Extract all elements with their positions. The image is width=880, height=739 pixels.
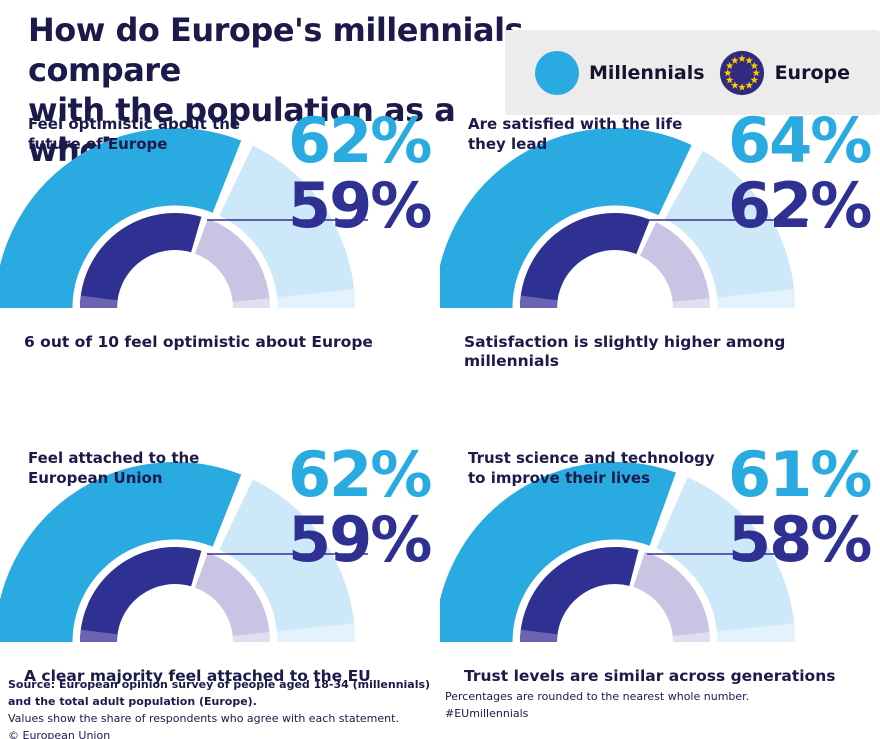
panel-3-question: Feel attached to the European Union: [28, 449, 200, 487]
panel-4-europe-value: 58%: [728, 502, 872, 576]
gauge-panel-1: Feel optimistic about the future of Euro…: [0, 96, 440, 351]
legend-item-europe: Europe: [719, 50, 850, 96]
eu-flag-icon: [719, 50, 764, 95]
footer-source-line2: Values show the share of respondents who…: [8, 712, 399, 726]
panel-3-values: 62% 59%: [288, 438, 432, 576]
panel-3-caption: A clear majority feel attached to the EU: [24, 666, 371, 685]
panel-1-gauge: [0, 128, 368, 310]
panel-1-millennials-value: 62%: [288, 104, 432, 177]
gauge-panel-2: Are satisfied with the life they lead 64…: [440, 96, 880, 370]
panel-1-question: Feel optimistic about the future of Euro…: [28, 115, 241, 153]
panel-3-millennials-value: 62%: [288, 438, 432, 511]
panel-2-question: Are satisfied with the life they lead: [468, 115, 683, 153]
footer-source: Source: European opinion survey of peopl…: [8, 676, 433, 739]
legend-label-europe: Europe: [774, 61, 850, 84]
footer-note: Percentages are rounded to the nearest w…: [445, 688, 870, 722]
panel-2-values: 64% 62%: [728, 104, 872, 242]
panel-4-millennials-value: 61%: [728, 438, 872, 511]
millennials-dot-icon: [535, 50, 580, 95]
panel-2-gauge: [440, 128, 808, 310]
panel-4-gauge: [440, 462, 808, 644]
gauge-panel-4: Trust science and technology to improve …: [440, 430, 880, 685]
panel-3-gauge: [0, 462, 368, 644]
panel-2-europe-value: 62%: [728, 168, 872, 242]
panel-4-caption: Trust levels are similar across generati…: [464, 666, 836, 685]
legend-item-millennials: Millennials: [535, 50, 705, 95]
panel-1-values: 62% 59%: [288, 104, 432, 242]
footer-note-line2: #EUmillennials: [445, 707, 529, 721]
panel-4-question: Trust science and technology to improve …: [468, 449, 715, 487]
gauge-panel-3: Feel attached to the European Union 62% …: [0, 430, 440, 685]
footer-source-line1: Source: European opinion survey of peopl…: [8, 678, 431, 709]
panel-2-caption: Satisfaction is slightly higher among mi…: [464, 332, 786, 370]
panel-2-millennials-value: 64%: [728, 104, 872, 177]
legend: Millennials Europe: [505, 30, 880, 115]
footer-source-line3: © European Union: [8, 729, 111, 739]
panel-1-caption: 6 out of 10 feel optimistic about Europe: [24, 332, 373, 351]
panel-1-europe-value: 59%: [288, 168, 432, 242]
panel-3-europe-value: 59%: [288, 502, 432, 576]
panel-4-values: 61% 58%: [728, 438, 872, 576]
page-title-line1: How do Europe's millennials compare: [28, 11, 524, 89]
footer-note-line1: Percentages are rounded to the nearest w…: [445, 690, 750, 703]
legend-label-millennials: Millennials: [589, 61, 705, 84]
